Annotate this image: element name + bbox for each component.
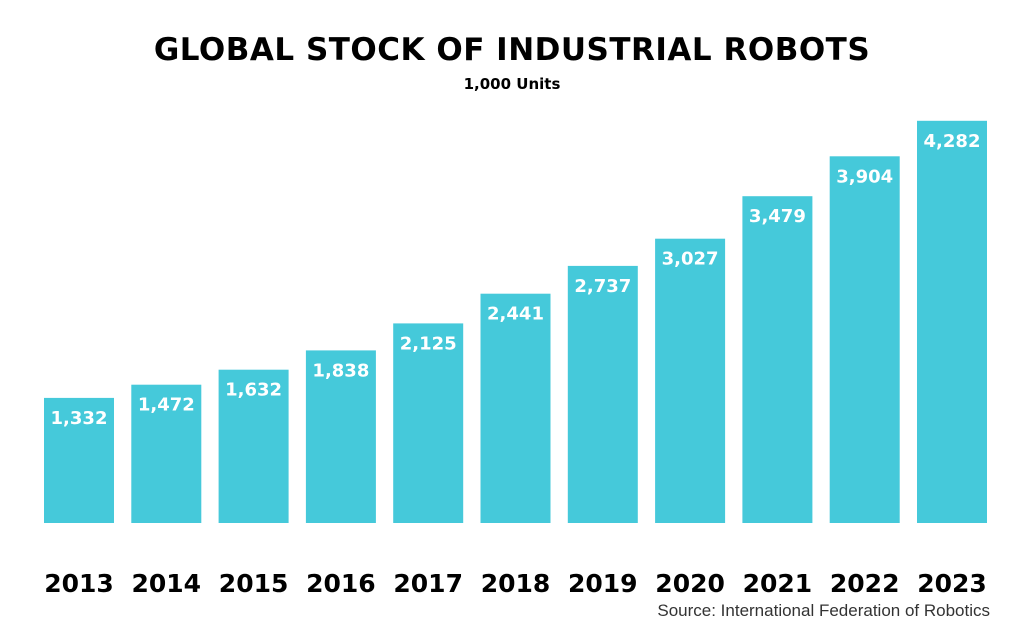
bar-2023 [917,120,987,524]
value-label-2020: 3,027 [662,249,719,270]
value-label-2019: 2,737 [574,276,631,297]
value-label-2014: 1,472 [138,395,195,416]
bar-2014 [131,384,202,523]
value-label-2018: 2,441 [487,304,544,325]
bar-2018 [480,293,551,523]
x-tick-2021: 2021 [743,569,813,598]
year-labels-group: 2013 2014 2015 2016 2017 2018 2019 2020 2021 2022… [44,569,987,598]
x-tick-2023: 2023 [917,569,987,598]
value-label-2017: 2,125 [400,333,457,354]
x-tick-2013: 2013 [44,569,114,598]
bar-2017 [393,323,464,523]
x-tick-2020: 2020 [655,569,725,598]
bar-2016 [305,350,376,523]
x-tick-2014: 2014 [132,569,202,598]
bars-group [44,120,987,524]
value-label-2021: 3,479 [749,206,806,227]
bar-2019 [567,265,638,523]
x-tick-2019: 2019 [568,569,638,598]
bar-2015 [218,369,289,523]
x-tick-2022: 2022 [830,569,900,598]
chart-subtitle: 1,000 Units [464,75,561,93]
source-note: Source: International Federation of Robo… [657,601,990,620]
x-tick-2018: 2018 [481,569,551,598]
x-tick-2015: 2015 [219,569,289,598]
bar-2020 [655,238,726,523]
value-label-2023: 4,282 [924,131,981,152]
bar-2013 [44,397,114,523]
x-tick-2017: 2017 [393,569,463,598]
bar-2021 [742,196,813,523]
value-label-2022: 3,904 [836,166,893,187]
value-label-2015: 1,632 [225,380,282,401]
chart-title: GLOBAL STOCK OF INDUSTRIAL ROBOTS [154,32,870,68]
bar-2022 [829,156,900,524]
x-tick-2016: 2016 [306,569,376,598]
bar-labels-group: 1,332 1,472 1,632 1,838 2,125 2,441 2,737 3,027… [51,131,981,429]
value-label-2016: 1,838 [312,360,369,381]
value-label-2013: 1,332 [51,408,108,429]
